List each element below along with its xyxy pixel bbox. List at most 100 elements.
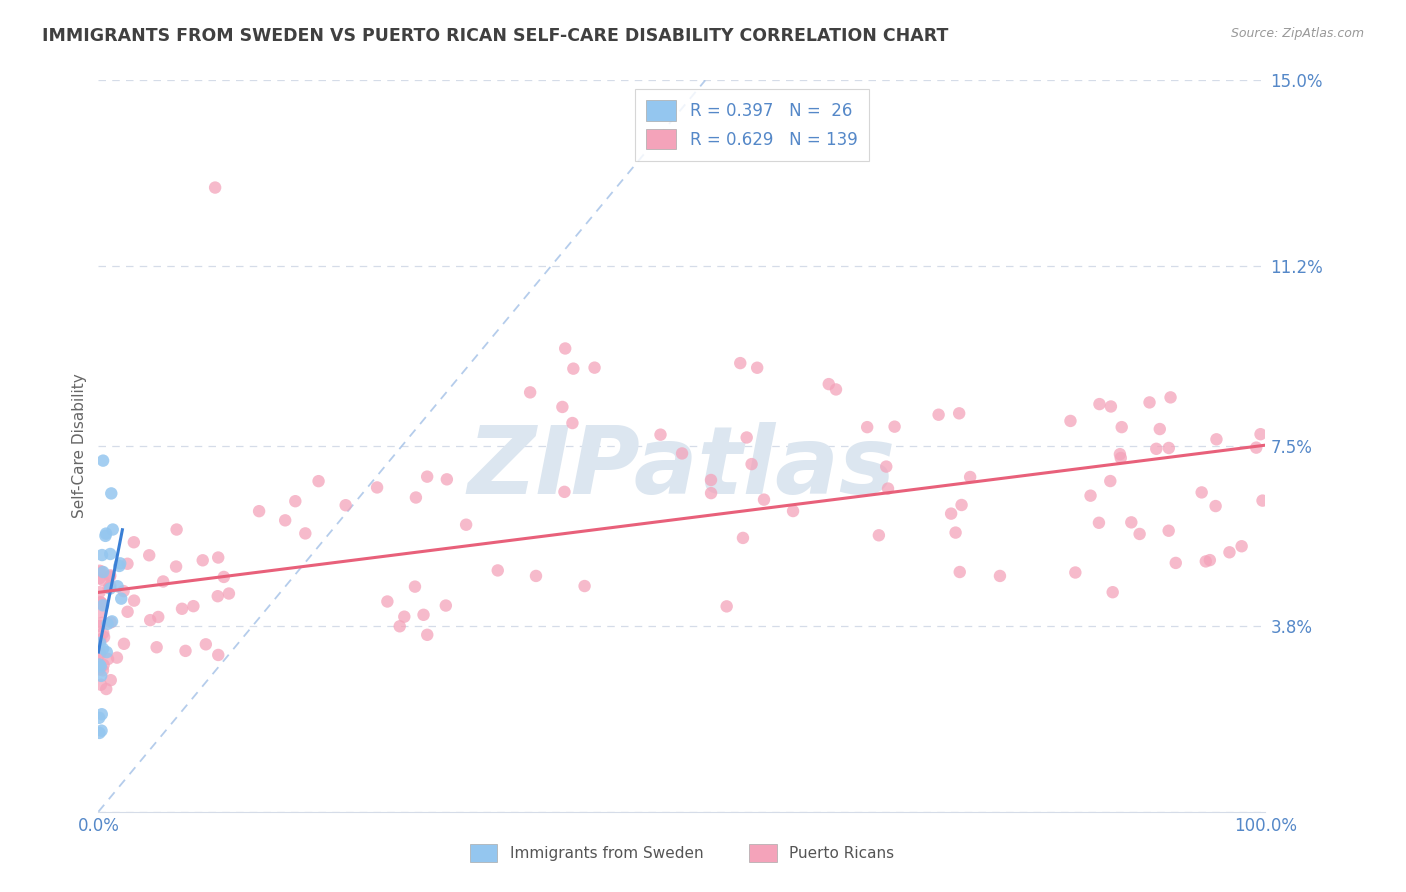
Point bbox=[782, 504, 804, 518]
Point bbox=[945, 525, 967, 540]
Point bbox=[98, 569, 121, 583]
Point bbox=[138, 548, 160, 562]
Point bbox=[89, 662, 111, 676]
Point bbox=[90, 723, 112, 738]
Point bbox=[868, 528, 890, 542]
Point bbox=[434, 599, 457, 613]
Point bbox=[561, 416, 583, 430]
Point bbox=[122, 593, 145, 607]
Point bbox=[97, 616, 120, 631]
Point bbox=[91, 615, 114, 630]
Point bbox=[1149, 422, 1171, 436]
Point bbox=[89, 619, 111, 633]
Point bbox=[218, 586, 240, 600]
Point bbox=[928, 408, 950, 422]
Point bbox=[97, 581, 120, 595]
Point bbox=[825, 383, 848, 397]
Point bbox=[1144, 442, 1167, 456]
Point bbox=[194, 637, 217, 651]
Point bbox=[486, 563, 509, 577]
Point bbox=[519, 385, 541, 400]
Point bbox=[1109, 450, 1132, 465]
Point bbox=[89, 632, 111, 647]
Point bbox=[89, 571, 111, 585]
Point bbox=[108, 558, 131, 573]
Point bbox=[436, 472, 458, 486]
Point bbox=[90, 565, 112, 579]
Point bbox=[100, 673, 122, 688]
Point bbox=[89, 605, 111, 619]
Point bbox=[145, 640, 167, 655]
Point bbox=[1157, 524, 1180, 538]
Point bbox=[817, 377, 839, 392]
Point bbox=[91, 626, 114, 640]
Point bbox=[112, 637, 135, 651]
Y-axis label: Self-Care Disability: Self-Care Disability bbox=[72, 374, 87, 518]
Point bbox=[1121, 516, 1143, 530]
Text: ZIPatlas: ZIPatlas bbox=[468, 422, 896, 514]
Legend: Immigrants from Sweden, Puerto Ricans: Immigrants from Sweden, Puerto Ricans bbox=[463, 836, 901, 870]
Point bbox=[554, 342, 576, 356]
Point bbox=[1099, 400, 1122, 414]
Point bbox=[735, 430, 758, 444]
Point bbox=[1251, 493, 1274, 508]
Point bbox=[89, 657, 111, 672]
Point bbox=[959, 470, 981, 484]
Point bbox=[1244, 441, 1267, 455]
Point bbox=[166, 523, 188, 537]
Point bbox=[101, 615, 124, 629]
Point bbox=[948, 406, 970, 420]
Point bbox=[650, 427, 672, 442]
Point bbox=[96, 645, 118, 659]
Point bbox=[90, 659, 112, 673]
Text: IMMIGRANTS FROM SWEDEN VS PUERTO RICAN SELF-CARE DISABILITY CORRELATION CHART: IMMIGRANTS FROM SWEDEN VS PUERTO RICAN S… bbox=[42, 27, 949, 45]
Point bbox=[108, 557, 131, 571]
Point bbox=[456, 517, 478, 532]
Point bbox=[98, 579, 121, 593]
Point bbox=[294, 526, 316, 541]
Point bbox=[335, 498, 357, 512]
Point bbox=[90, 669, 112, 683]
Point bbox=[1088, 397, 1111, 411]
Point bbox=[93, 630, 115, 644]
Point bbox=[752, 492, 775, 507]
Point bbox=[1109, 447, 1132, 461]
Point bbox=[91, 641, 114, 656]
Point bbox=[404, 580, 426, 594]
Point bbox=[89, 726, 111, 740]
Point bbox=[274, 513, 297, 527]
Point bbox=[110, 591, 132, 606]
Point bbox=[94, 529, 117, 543]
Point bbox=[1164, 556, 1187, 570]
Point bbox=[1198, 553, 1220, 567]
Point bbox=[89, 646, 111, 660]
Point bbox=[91, 663, 114, 677]
Point bbox=[97, 652, 120, 666]
Point bbox=[94, 526, 117, 541]
Point bbox=[700, 486, 723, 500]
Point bbox=[553, 484, 575, 499]
Point bbox=[139, 613, 162, 627]
Point bbox=[716, 599, 738, 614]
Point bbox=[165, 559, 187, 574]
Point bbox=[551, 400, 574, 414]
Point bbox=[1218, 545, 1240, 559]
Point bbox=[89, 564, 111, 578]
Point bbox=[700, 473, 723, 487]
Point bbox=[883, 419, 905, 434]
Point bbox=[377, 594, 399, 608]
Point bbox=[204, 180, 226, 194]
Point bbox=[122, 535, 145, 549]
Point bbox=[856, 420, 879, 434]
Point bbox=[1059, 414, 1081, 428]
Point bbox=[247, 504, 270, 518]
Point bbox=[90, 595, 112, 609]
Point bbox=[183, 599, 205, 614]
Point bbox=[117, 557, 139, 571]
Point bbox=[207, 589, 229, 603]
Point bbox=[100, 486, 122, 500]
Point bbox=[100, 615, 122, 630]
Point bbox=[90, 678, 112, 692]
Point bbox=[93, 657, 115, 672]
Point bbox=[877, 482, 900, 496]
